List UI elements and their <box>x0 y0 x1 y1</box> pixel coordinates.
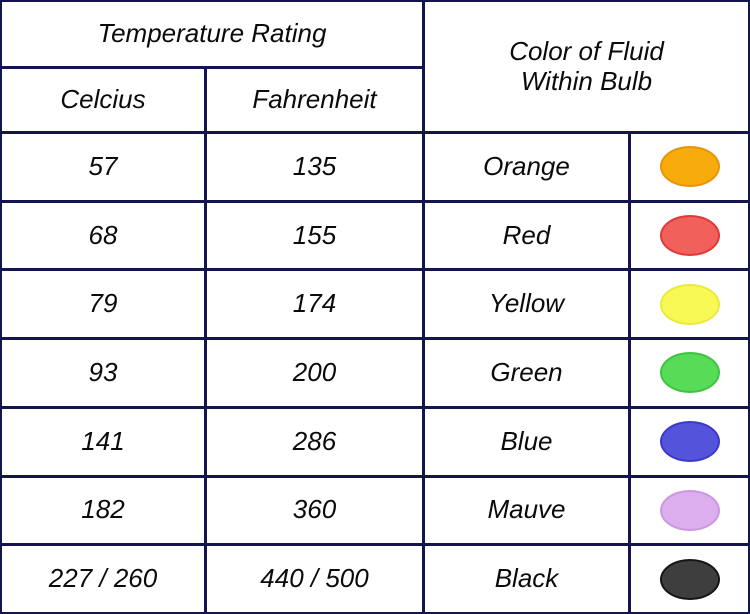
fahrenheit-value: 174 <box>207 271 422 338</box>
header-fahrenheit: Fahrenheit <box>207 69 422 131</box>
header-celsius: Celcius <box>2 69 204 131</box>
celsius-value: 227 / 260 <box>2 546 204 612</box>
fahrenheit-value: 200 <box>207 340 422 406</box>
fahrenheit-value: 440 / 500 <box>207 546 422 612</box>
mauve-swatch <box>659 489 720 531</box>
header-color-of-fluid-line2: Within Bulb <box>520 65 653 96</box>
green-swatch <box>659 352 720 394</box>
black-swatch <box>659 558 720 600</box>
color-name: Green <box>425 340 628 406</box>
color-name: Red <box>425 202 628 269</box>
header-color-of-fluid-line1: Color of Fluid <box>509 35 664 66</box>
color-name: Orange <box>425 134 628 200</box>
fahrenheit-value: 360 <box>207 477 422 544</box>
orange-swatch <box>659 146 720 188</box>
fahrenheit-value: 286 <box>207 408 422 475</box>
swatch-cell <box>631 408 748 475</box>
swatch-cell <box>631 134 748 200</box>
celsius-value: 57 <box>2 134 204 200</box>
swatch-cell <box>631 340 748 406</box>
color-name: Blue <box>425 408 628 475</box>
celsius-value: 68 <box>2 202 204 269</box>
celsius-value: 182 <box>2 477 204 544</box>
yellow-swatch <box>659 283 720 325</box>
color-name: Yellow <box>425 271 628 338</box>
swatch-cell <box>631 271 748 338</box>
swatch-cell <box>631 546 748 612</box>
header-color-of-fluid: Color of Fluid Within Bulb <box>425 2 748 131</box>
fahrenheit-value: 135 <box>207 134 422 200</box>
red-swatch <box>659 215 720 257</box>
header-temperature-rating: Temperature Rating <box>2 2 422 66</box>
swatch-cell <box>631 477 748 544</box>
swatch-cell <box>631 202 748 269</box>
celsius-value: 93 <box>2 340 204 406</box>
color-name: Black <box>425 546 628 612</box>
fahrenheit-value: 155 <box>207 202 422 269</box>
color-name: Mauve <box>425 477 628 544</box>
celsius-value: 141 <box>2 408 204 475</box>
celsius-value: 79 <box>2 271 204 338</box>
blue-swatch <box>659 421 720 463</box>
